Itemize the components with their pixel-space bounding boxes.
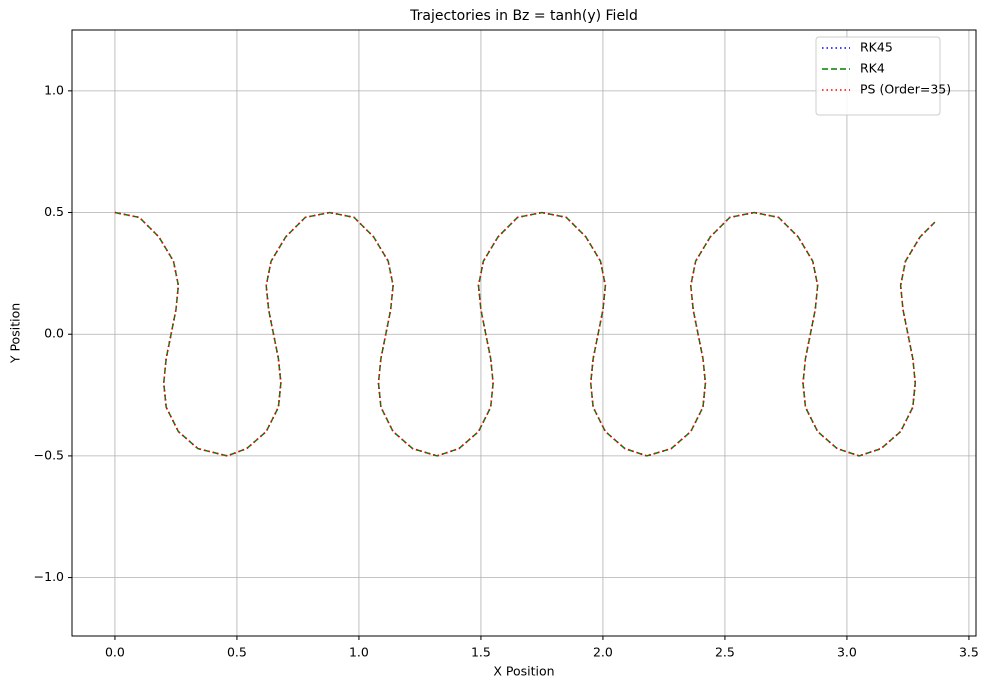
legend-label: RK4 [860,61,885,76]
legend-label: PS (Order=35) [860,82,951,97]
chart-title: Trajectories in Bz = tanh(y) Field [409,8,638,24]
x-axis-label: X Position [493,664,554,679]
y-tick-label: 1.0 [44,82,64,97]
y-tick-label: 0.0 [44,326,64,341]
x-tick-label: 1.0 [349,645,369,660]
y-tick-label: 0.5 [44,204,64,219]
plot-frame [71,29,977,637]
y-tick-label: −1.0 [34,569,64,584]
x-tick-label: 2.5 [715,645,735,660]
series-line [114,211,936,457]
y-axis-label: Y Position [8,303,23,364]
legend-label: RK45 [860,40,893,55]
x-tick-label: 0.0 [105,645,125,660]
x-tick-label: 0.5 [227,645,247,660]
x-tick-label: 3.5 [959,645,979,660]
x-tick-label: 3.0 [837,645,857,660]
legend-box [815,36,941,116]
y-tick-label: −0.5 [34,447,64,462]
x-tick-label: 2.0 [593,645,613,660]
x-tick-label: 1.5 [471,645,491,660]
